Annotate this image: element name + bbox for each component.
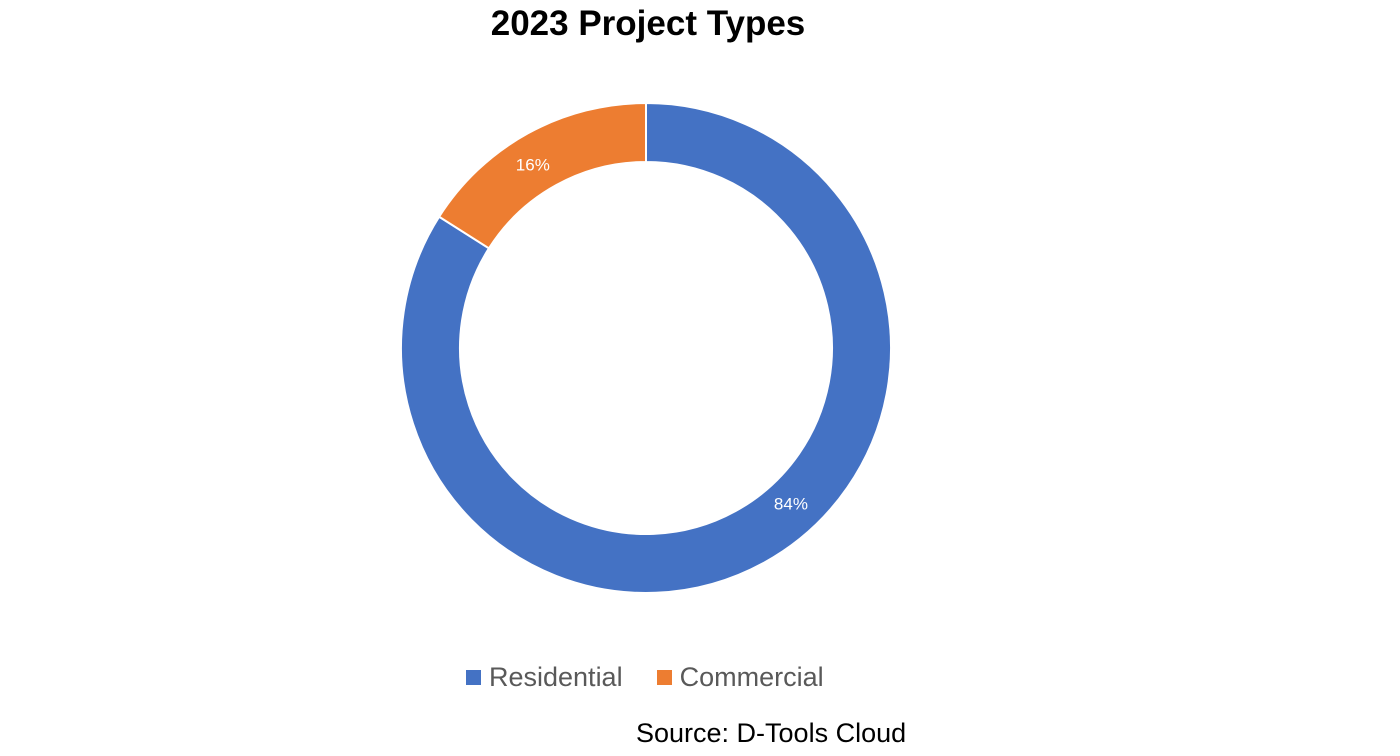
- legend-item-commercial: Commercial: [656, 661, 824, 693]
- source-note: Source: D-Tools Cloud: [636, 718, 907, 748]
- chart-title: 2023 Project Types: [490, 4, 806, 43]
- data-label-residential: 84%: [774, 494, 808, 513]
- data-label-commercial: 16%: [516, 156, 550, 175]
- legend-label-commercial: Commercial: [679, 661, 824, 692]
- legend-item-residential: Residential: [466, 662, 623, 693]
- chart-legend: Residential Commercial: [466, 657, 824, 697]
- legend-label-residential: Residential: [489, 661, 623, 692]
- legend-swatch-residential: [466, 669, 481, 685]
- donut-slice-commercial: [437, 101, 647, 250]
- donut-slice-residential: [400, 101, 892, 594]
- legend-swatch-commercial: [656, 669, 672, 685]
